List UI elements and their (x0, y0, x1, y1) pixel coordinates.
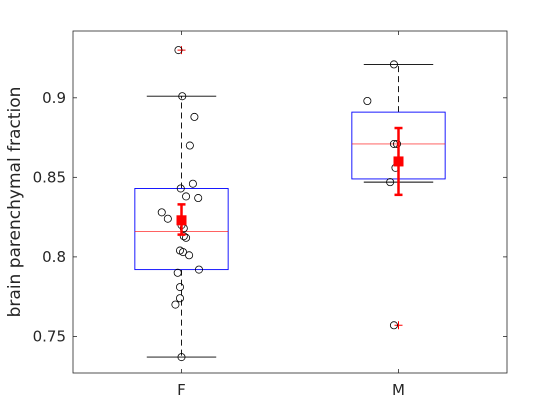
data-point (171, 300, 180, 309)
data-point (194, 194, 203, 203)
data-point (157, 208, 166, 217)
data-point (182, 233, 191, 242)
data-point (179, 232, 188, 241)
data-point (389, 321, 398, 330)
data-point (194, 265, 203, 274)
y-tick-label: 0.9 (42, 89, 66, 107)
mean-marker (176, 215, 187, 226)
y-tick-label: 0.85 (33, 168, 66, 186)
data-point (185, 141, 194, 150)
data-point (188, 179, 197, 188)
y-axis-title: brain parenchymal fraction (5, 87, 25, 318)
data-point (163, 214, 172, 223)
chart-marks (134, 46, 446, 362)
x-tick-label: F (177, 381, 186, 399)
tick-labels: 0.75 0.8 0.85 0.9 F M (33, 89, 405, 399)
box-group-M (351, 60, 446, 330)
y-tick-label: 0.75 (33, 327, 66, 345)
data-point (392, 139, 401, 148)
data-point (179, 248, 188, 257)
y-tick-label: 0.8 (42, 248, 66, 266)
data-point (190, 112, 199, 121)
plot-area-frame (72, 30, 508, 374)
box-group-F (134, 46, 229, 362)
outlier-marker (177, 46, 186, 55)
data-point (389, 60, 398, 69)
outlier-marker (394, 321, 403, 330)
data-point (173, 268, 182, 277)
data-point (175, 294, 184, 303)
data-point (178, 92, 187, 101)
data-point (182, 192, 191, 201)
data-point (176, 184, 185, 193)
data-point (175, 283, 184, 292)
data-point (177, 353, 186, 362)
x-tick-label: M (392, 381, 405, 399)
iqr-box (134, 188, 229, 271)
data-point (174, 46, 183, 55)
data-point (386, 178, 395, 187)
data-point (185, 251, 194, 260)
mean-marker (393, 156, 404, 167)
data-point (363, 96, 372, 105)
axes (72, 30, 508, 374)
